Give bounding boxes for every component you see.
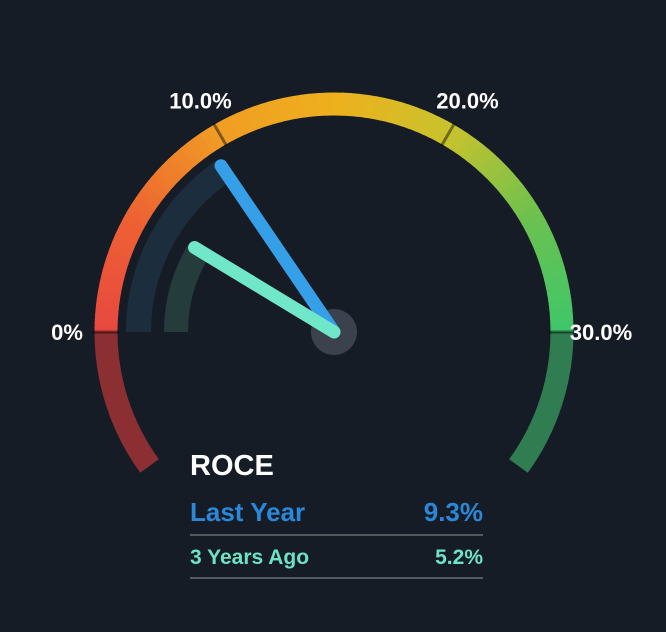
needle-last-year: [214, 159, 341, 339]
value-track-last-year: [126, 159, 232, 333]
needle-3-years-ago: [188, 241, 341, 339]
legend-value-last-year: 9.3%: [423, 497, 483, 527]
legend-label-3-years-ago: 3 Years Ago: [190, 546, 310, 569]
legend-value-3-years-ago: 5.2%: [435, 546, 483, 569]
legend-row-last-year[interactable]: Last Year 9.3%: [190, 497, 483, 536]
legend-label-last-year: Last Year: [190, 497, 306, 527]
tick-mark-10: [212, 122, 228, 147]
tick-label-10: 10.0%: [169, 89, 231, 114]
tick-label-20: 20.0%: [436, 89, 498, 114]
tick-label-0: 0%: [51, 320, 83, 345]
tick-label-30: 30.0%: [570, 320, 632, 345]
legend: ROCE Last Year 9.3% 3 Years Ago 5.2%: [190, 451, 483, 579]
value-track-3-years-ago: [164, 243, 210, 333]
chart-title: ROCE: [190, 450, 274, 482]
legend-row-3-years-ago[interactable]: 3 Years Ago 5.2%: [190, 536, 483, 579]
tick-mark-20: [440, 122, 456, 147]
gauge-dim-arc-right: [509, 331, 574, 473]
gauge-dim-arc-left: [94, 331, 159, 473]
